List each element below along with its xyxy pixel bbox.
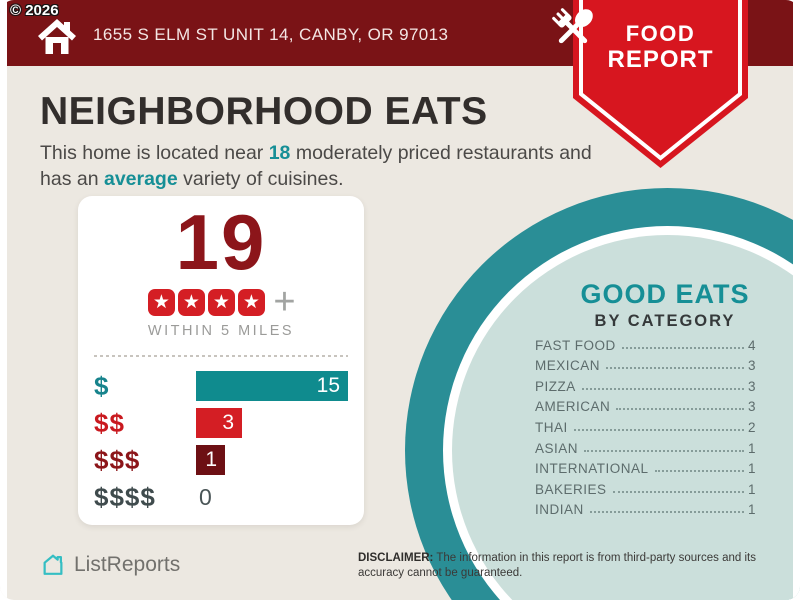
star-icon: ★ <box>207 288 235 316</box>
category-count: 4 <box>747 337 756 353</box>
dotted-leader <box>654 470 744 473</box>
zero-value-label: 0 <box>199 483 212 510</box>
category-row: INTERNATIONAL 1 <box>535 458 756 479</box>
price-level-label: $$$$ <box>94 481 156 512</box>
category-label: THAI <box>535 419 568 435</box>
dotted-leader <box>589 511 744 514</box>
page-title: NEIGHBORHOOD EATS <box>40 90 488 133</box>
bar: 1 <box>196 445 225 475</box>
category-count: 2 <box>747 419 756 435</box>
star-icon: ★ <box>177 288 205 316</box>
listreports-house-icon <box>43 554 63 575</box>
subtitle-text-segment: variety of cuisines. <box>177 167 344 190</box>
good-eats-category-list: FAST FOOD 4 MEXICAN 3 PIZZA 3 AMERICAN 3 THAI 2 AS… <box>535 334 756 519</box>
house-icon <box>38 19 76 54</box>
category-count: 3 <box>747 378 756 394</box>
bar: 15 <box>196 371 348 401</box>
category-row: FAST FOOD 4 <box>535 334 756 355</box>
category-row: THAI 2 <box>535 416 756 437</box>
category-row: INDIAN 1 <box>535 499 756 520</box>
dotted-leader <box>621 346 744 349</box>
page-subtitle: This home is located near 18 moderately … <box>40 141 600 192</box>
category-count: 3 <box>747 358 756 374</box>
food-report-ribbon: FOOD REPORT <box>552 0 748 172</box>
price-level-label: $$$ <box>94 444 141 475</box>
category-count: 1 <box>747 461 756 477</box>
good-eats-subtitle: BY CATEGORY <box>594 312 736 330</box>
radius-label: WITHIN 5 MILES <box>147 323 295 339</box>
category-label: AMERICAN <box>535 399 611 415</box>
subtitle-line2: has an average variety of cuisines. <box>40 167 600 193</box>
category-label: BAKERIES <box>535 481 607 497</box>
chart-row: $$$ 1 <box>94 445 348 475</box>
category-count: 1 <box>747 440 756 456</box>
dotted-leader <box>606 367 744 370</box>
category-label: FAST FOOD <box>535 337 616 353</box>
star-icon: ★ <box>147 288 175 316</box>
bar: 3 <box>196 408 242 438</box>
star-icon: ★ <box>237 288 265 316</box>
ribbon-title: FOOD REPORT <box>573 21 748 74</box>
category-label: INTERNATIONAL <box>535 461 649 477</box>
price-level-bar-chart: $15 $$ 3 $$$ 1 $$$$ 0 <box>94 371 348 512</box>
dashed-divider <box>94 355 348 357</box>
subtitle-text-segment: average <box>103 167 178 190</box>
listreports-wordmark: ListReports <box>74 553 181 576</box>
subtitle-text-segment: 18 <box>268 142 291 164</box>
star-rating: ★ ★ ★ ★ + <box>94 281 348 323</box>
category-label: PIZZA <box>535 378 576 394</box>
dotted-leader <box>581 387 744 390</box>
category-label: MEXICAN <box>535 358 601 374</box>
restaurant-count: 19 <box>175 198 267 286</box>
category-label: INDIAN <box>535 502 584 518</box>
disclaimer-body: The information in this report is from t… <box>358 552 756 580</box>
ribbon-shape <box>573 0 748 168</box>
category-count: 1 <box>747 481 756 497</box>
chart-row: $$$$ 0 <box>94 482 348 512</box>
left-frame-border <box>0 0 7 600</box>
category-count: 3 <box>747 399 756 415</box>
category-row: AMERICAN 3 <box>535 396 756 417</box>
subtitle-text-segment: moderately priced restaurants and <box>290 142 592 164</box>
dotted-leader <box>616 408 744 411</box>
right-frame-border <box>793 0 800 600</box>
star-icons: ★ ★ ★ ★ <box>146 288 266 316</box>
chart-row: $$ 3 <box>94 408 348 438</box>
category-row: PIZZA 3 <box>535 375 756 396</box>
subtitle-text-segment: has an <box>40 167 104 190</box>
good-eats-title: GOOD EATS <box>580 279 750 309</box>
copyright-text: © 2026 <box>10 2 59 19</box>
spoon-fork-icon <box>552 8 593 44</box>
chart-row: $15 <box>94 371 348 401</box>
price-level-label: $ <box>94 370 110 401</box>
subtitle-line1: This home is located near 18 moderately … <box>40 141 600 167</box>
dotted-leader <box>584 449 744 452</box>
good-eats-circle <box>405 188 800 600</box>
dotted-leader <box>573 428 744 431</box>
plus-sign: + <box>273 281 296 323</box>
subtitle-text-segment: This home is located near <box>40 142 269 164</box>
restaurant-summary-card: 19 ★ ★ ★ ★ + WITHIN 5 MILES $15 $$ 3 $$$ 1 $$$$ 0 <box>78 196 364 525</box>
ribbon-line2: REPORT <box>607 45 714 73</box>
ribbon-line1: FOOD <box>625 21 696 46</box>
disclaimer-label: DISCLAIMER: <box>358 552 434 564</box>
category-row: MEXICAN 3 <box>535 355 756 376</box>
disclaimer-text: DISCLAIMER: The information in this repo… <box>358 551 786 581</box>
category-count: 1 <box>747 502 756 518</box>
category-label: ASIAN <box>535 440 579 456</box>
listreports-logo: ListReports <box>40 552 180 578</box>
dotted-leader <box>612 490 744 493</box>
category-row: BAKERIES 1 <box>535 478 756 499</box>
property-address: 1655 S ELM ST UNIT 14, CANBY, OR 97013 <box>93 25 449 44</box>
price-level-label: $$ <box>94 407 125 438</box>
category-row: ASIAN 1 <box>535 437 756 458</box>
good-eats-header: GOOD EATS BY CATEGORY <box>520 279 800 331</box>
